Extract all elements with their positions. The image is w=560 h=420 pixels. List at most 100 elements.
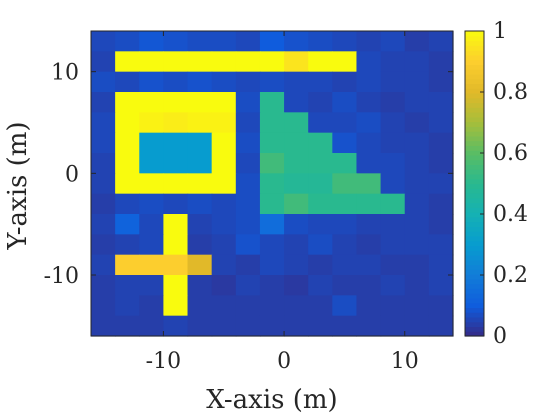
heatmap-cell	[284, 234, 309, 256]
colorbar-segment	[465, 297, 484, 304]
colorbar-segment	[465, 188, 484, 194]
heatmap-cell	[428, 275, 454, 296]
heatmap-cell	[211, 132, 237, 154]
colorbar-segment	[465, 226, 484, 232]
heatmap-cell	[115, 234, 140, 256]
y-tick-label: 0	[65, 162, 79, 187]
heatmap-cell	[428, 132, 454, 154]
colorbar-segment	[465, 216, 484, 223]
colorbar-segment	[465, 40, 484, 46]
heatmap-cell	[187, 132, 213, 154]
heatmap-cell	[428, 51, 454, 73]
heatmap-cell	[139, 315, 164, 337]
colorbar-tick-label: 0	[493, 324, 507, 349]
heatmap-cell	[187, 92, 213, 113]
heatmap-cell	[404, 173, 430, 195]
heatmap-cell	[163, 315, 189, 337]
colorbar-segment	[465, 235, 484, 242]
heatmap-cell	[139, 112, 164, 134]
colorbar-segment	[465, 64, 484, 70]
heatmap-cell	[428, 315, 454, 337]
y-tick-label: 10	[51, 61, 79, 86]
heatmap-cell	[211, 193, 237, 215]
heatmap-cell	[139, 132, 164, 154]
heatmap-cell	[91, 254, 116, 276]
heatmap-cell	[91, 112, 116, 134]
heatmap-cell	[284, 132, 309, 154]
heatmap-cell	[139, 92, 164, 113]
heatmap-cell	[163, 173, 189, 195]
heatmap-cell	[259, 295, 285, 317]
heatmap-cell	[259, 112, 285, 134]
heatmap-cell	[332, 71, 358, 93]
x-axis-ticks: -10 0 10	[146, 31, 419, 374]
heatmap-cell	[91, 92, 116, 113]
heatmap-cell	[380, 153, 406, 174]
heatmap-cell	[356, 71, 382, 93]
heatmap-cell	[187, 193, 213, 215]
colorbar-segment	[465, 102, 484, 108]
colorbar-segment	[465, 154, 484, 161]
colorbar-segment	[465, 231, 484, 237]
heatmap-cell	[115, 31, 140, 52]
heatmap-cell	[308, 315, 333, 337]
heatmap-cell	[332, 254, 358, 276]
colorbar-segment	[465, 92, 484, 99]
heatmap-cell	[91, 31, 116, 52]
heatmap-cell	[163, 112, 189, 134]
colorbar-segment	[465, 283, 484, 289]
heatmap-cell	[259, 193, 285, 215]
heatmap-cell	[308, 153, 333, 174]
heatmap-cell	[404, 51, 430, 73]
heatmap-cell	[428, 295, 454, 317]
heatmap-cell	[211, 71, 237, 93]
heatmap-cell	[115, 315, 140, 337]
heatmap-cell	[235, 51, 261, 73]
heatmap-cells	[91, 31, 454, 337]
colorbar-segment	[465, 140, 484, 146]
heatmap-cell	[259, 173, 285, 195]
colorbar-segment	[465, 59, 484, 65]
heatmap-cell	[115, 51, 140, 73]
heatmap-cell	[187, 275, 213, 296]
colorbar-segment	[465, 212, 484, 218]
colorbar-segment	[465, 207, 484, 213]
heatmap-cell	[163, 153, 189, 174]
colorbar-segment	[465, 178, 484, 185]
x-axis-title: X-axis (m)	[206, 385, 337, 415]
colorbar: 0 0.2 0.4 0.6 0.8 1	[464, 19, 528, 349]
heatmap-cell	[308, 92, 333, 113]
heatmap-cell	[428, 254, 454, 276]
colorbar-tick-label: 0.2	[493, 263, 528, 288]
colorbar-segment	[465, 293, 484, 299]
heatmap-cell	[404, 92, 430, 113]
heatmap-cell	[404, 275, 430, 296]
heatmap-cell	[404, 295, 430, 317]
colorbar-segment	[465, 169, 484, 175]
heatmap-cell	[259, 71, 285, 93]
colorbar-segment	[465, 193, 484, 199]
heatmap-cell	[308, 51, 333, 73]
heatmap-cell	[91, 295, 116, 317]
plot-area-frame	[90, 30, 454, 337]
heatmap-cell	[356, 214, 382, 235]
heatmap-cell	[356, 173, 382, 195]
heatmap-cell	[259, 254, 285, 276]
heatmap-cell	[139, 173, 164, 195]
heatmap-cell	[308, 254, 333, 276]
colorbar-tick-label: 1	[493, 19, 507, 44]
heatmap-cell	[259, 214, 285, 235]
heatmap-cell	[380, 315, 406, 337]
heatmap-cell	[187, 214, 213, 235]
heatmap-cell	[235, 71, 261, 93]
heatmap-cell	[211, 234, 237, 256]
heatmap-cell	[211, 173, 237, 195]
heatmap-cell	[187, 254, 213, 276]
heatmap-cell	[115, 132, 140, 154]
heatmap-cell	[356, 275, 382, 296]
colorbar-segment	[465, 126, 484, 132]
heatmap-cell	[284, 31, 309, 52]
heatmap-cell	[115, 295, 140, 317]
